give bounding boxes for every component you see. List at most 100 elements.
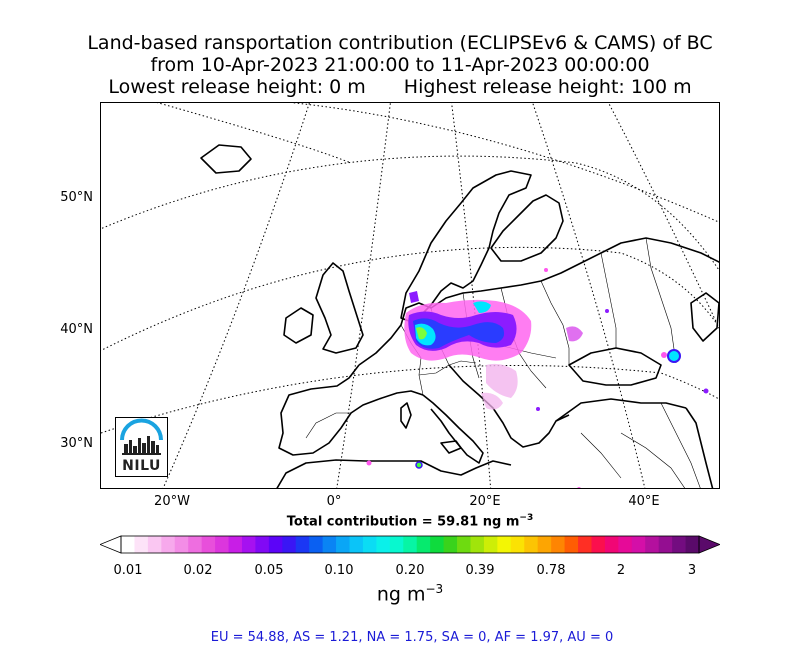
lon-label-20w: 20°W [154, 494, 190, 509]
lon-label-20e: 20°E [469, 494, 501, 509]
coastlines [200, 144, 719, 488]
colorbar-cell [672, 536, 686, 553]
coast-great-britain [315, 262, 364, 354]
lon-label-0: 0° [326, 494, 342, 509]
lat-line-40n [101, 246, 719, 352]
lon-line-20e [451, 103, 492, 488]
colorbar-cell [578, 536, 592, 553]
coast-iberia [278, 364, 380, 456]
coast-turkey [555, 398, 687, 422]
colorbar-cell [551, 536, 565, 553]
bc-plume [366, 268, 709, 488]
colorbar-cell [349, 536, 364, 553]
colorbar-cell [591, 536, 606, 553]
colorbar-tick-0.10: 0.10 [324, 563, 354, 578]
colorbar-cell [524, 536, 539, 553]
colorbar-tick-3: 3 [687, 563, 697, 578]
colorbar-cell [483, 536, 498, 553]
lon-line-20w [162, 103, 310, 488]
lon-line-40e [532, 103, 646, 488]
colorbar-cell [443, 536, 458, 553]
colorbar-cell [255, 536, 270, 553]
coast-corsica-sardinia [400, 402, 412, 429]
colorbar-cell [618, 536, 633, 553]
coast-finland [490, 194, 564, 262]
map-title-line2: from 10-Apr-2023 21:00:00 to 11-Apr-2023… [150, 54, 650, 76]
colorbar-cell [403, 536, 418, 553]
colorbar-cell [376, 536, 391, 553]
colorbar [100, 535, 720, 554]
colorbar-cell [389, 536, 404, 553]
colorbar-cell [631, 536, 646, 553]
colorbar-cell [457, 536, 471, 553]
colorbar-cell [121, 536, 135, 553]
coast-levant [685, 407, 714, 488]
colorbar-cell [147, 536, 162, 553]
colorbar-tick-2: 2 [616, 563, 626, 578]
colorbar-cell [134, 536, 149, 553]
map-title-line3: Lowest release height: 0 m Highest releas… [0, 76, 800, 98]
coast-sicily [440, 440, 462, 454]
lon-line-60e [608, 103, 719, 330]
colorbar-cell [295, 536, 310, 553]
lon-label-40e: 40°E [628, 494, 660, 509]
highest-release-height: Highest release height: 100 m [403, 76, 692, 98]
colorbar-cell [201, 536, 216, 553]
colorbar-cell [645, 536, 660, 553]
coast-north-africa [276, 459, 512, 488]
colorbar-tick-0.01: 0.01 [113, 563, 143, 578]
lat-line-30n [101, 365, 719, 434]
colorbar-cell [416, 536, 431, 553]
nilu-logo-text: NILU [122, 458, 161, 474]
colorbar-high-extend [698, 535, 720, 554]
colorbar-cell [362, 536, 377, 553]
coast-black-sea [568, 347, 662, 386]
coast-scandinavia [400, 170, 532, 322]
map-title-line1: Land-based ransportation contribution (E… [87, 32, 713, 54]
nilu-logo: NILU [115, 417, 168, 477]
map-panel [100, 102, 720, 489]
colorbar-cell [510, 536, 525, 553]
colorbar-cell [685, 536, 700, 553]
colorbar-cell [322, 536, 337, 553]
coast-italy [422, 394, 484, 464]
colorbar-cell [537, 536, 552, 553]
colorbar-cell [215, 536, 229, 553]
lat-label-40n: 40°N [60, 322, 93, 337]
nilu-city-logo-icon [120, 418, 163, 455]
colorbar-cell [174, 536, 189, 553]
colorbar-tick-0.20: 0.20 [395, 563, 425, 578]
colorbar-cell [336, 536, 350, 553]
colorbar-tick-0.39: 0.39 [465, 563, 495, 578]
coast-france-south [378, 390, 424, 400]
coast-balkans [448, 364, 570, 448]
colorbar-unit: ng m−3 [376, 582, 444, 606]
colorbar-cell [228, 536, 243, 553]
region-breakdown: EU = 54.88, AS = 1.21, NA = 1.75, SA = 0… [210, 630, 614, 645]
lowest-release-height: Lowest release height: 0 m [108, 76, 366, 98]
graticule [101, 103, 719, 488]
coast-caspian [690, 292, 719, 342]
colorbar-cell [188, 536, 203, 553]
colorbar-cell [309, 536, 324, 553]
lon-line-0 [336, 103, 391, 488]
colorbar-tick-0.05: 0.05 [254, 563, 284, 578]
coast-iceland [200, 144, 252, 174]
colorbar-cell [604, 536, 619, 553]
country-borders [305, 237, 701, 488]
lat-line-70n [156, 103, 352, 164]
colorbar-cell [241, 536, 256, 553]
colorbar-cell [282, 536, 297, 553]
colorbar-cell [470, 536, 485, 553]
total-contribution: Total contribution = 59.81 ng m−3 [286, 513, 534, 530]
colorbar-cell [497, 536, 512, 553]
colorbar-cell [161, 536, 176, 553]
colorbar-cell [430, 536, 444, 553]
colorbar-cell [658, 536, 673, 553]
colorbar-cell [268, 536, 283, 553]
colorbar-cell [564, 536, 579, 553]
colorbar-low-extend [100, 535, 122, 554]
map-canvas [101, 103, 719, 488]
lat-line-60n [290, 103, 719, 223]
coast-ireland [283, 307, 314, 344]
